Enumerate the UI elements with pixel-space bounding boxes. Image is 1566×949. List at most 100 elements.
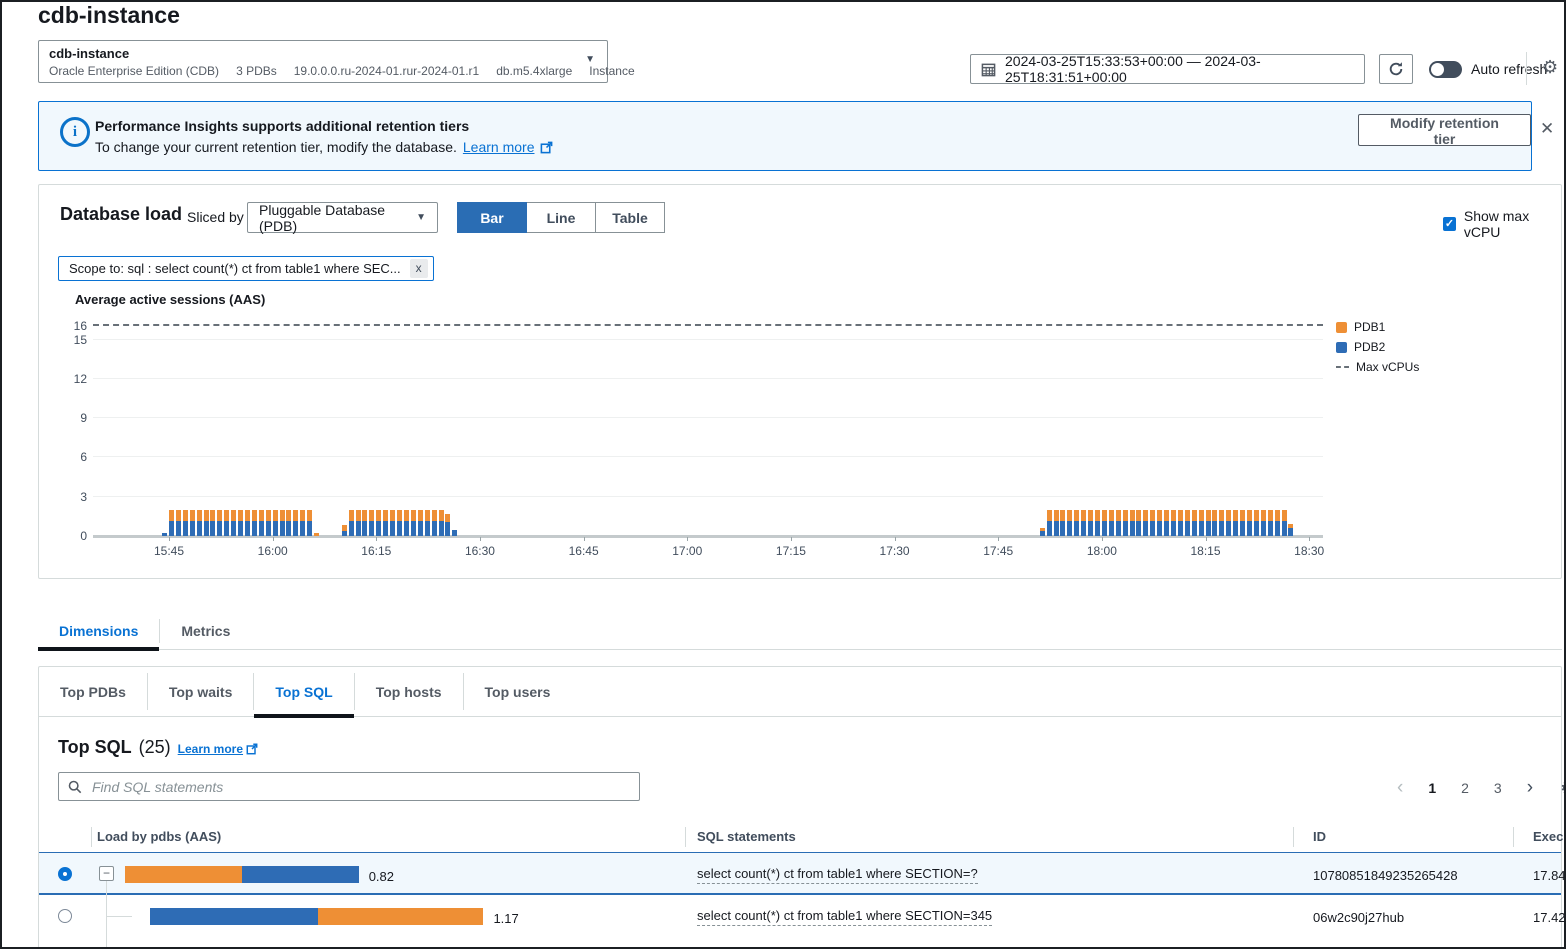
sql-statement-link[interactable]: select count(*) ct from table1 where SEC… — [697, 866, 978, 884]
stacked-bar[interactable] — [1039, 528, 1045, 536]
database-load-chart[interactable]: 16 15 12 9 6 3 0 15:45 16:00 16:15 16:30 16:45 17:00… — [39, 313, 1561, 563]
show-max-vcpu-control[interactable]: ✓ Show max vCPU — [1443, 208, 1561, 240]
tab-dimensions[interactable]: Dimensions — [38, 613, 160, 651]
stacked-bar[interactable] — [1129, 510, 1135, 536]
stacked-bar[interactable] — [169, 510, 174, 536]
stacked-bar[interactable] — [238, 510, 244, 536]
modify-retention-tier-button[interactable]: Modify retention tier — [1358, 114, 1531, 147]
tab-top-waits[interactable]: Top waits — [168, 683, 233, 700]
stacked-bar[interactable] — [1136, 510, 1142, 536]
prev-page-icon[interactable]: ‹ — [1397, 777, 1404, 798]
stacked-bar[interactable] — [1246, 510, 1252, 536]
stacked-bar[interactable] — [348, 510, 354, 536]
stacked-bar[interactable] — [1281, 510, 1287, 536]
stacked-bar[interactable] — [1253, 510, 1259, 536]
stacked-bar[interactable] — [1067, 510, 1073, 536]
view-mode-bar-button[interactable]: Bar — [457, 202, 527, 233]
stacked-bar[interactable] — [210, 510, 216, 536]
stacked-bar[interactable] — [196, 510, 202, 536]
stacked-bar[interactable] — [1212, 510, 1218, 536]
page-number-3[interactable]: 3 — [1493, 780, 1502, 796]
remove-scope-icon[interactable]: x — [409, 259, 428, 278]
stacked-bar[interactable] — [1205, 510, 1211, 536]
stacked-bar[interactable] — [376, 510, 382, 536]
stacked-bar[interactable] — [203, 510, 209, 536]
stacked-bar[interactable] — [1164, 510, 1170, 536]
stacked-bar[interactable] — [355, 510, 361, 536]
stacked-bar[interactable] — [1184, 510, 1190, 536]
next-page-icon[interactable]: › — [1526, 777, 1534, 798]
tab-top-users[interactable]: Top users — [484, 683, 551, 700]
stacked-bar[interactable] — [1060, 510, 1066, 536]
view-mode-line-button[interactable]: Line — [526, 202, 596, 233]
banner-learn-more-link[interactable]: Learn more — [462, 139, 535, 155]
page-number-2[interactable]: 2 — [1461, 780, 1469, 796]
stacked-bar[interactable] — [286, 510, 292, 536]
stacked-bar[interactable] — [362, 510, 368, 536]
stacked-bar[interactable] — [300, 510, 306, 536]
stacked-bar[interactable] — [293, 510, 299, 536]
search-input[interactable] — [90, 777, 630, 796]
stacked-bar[interactable] — [245, 510, 251, 536]
stacked-bar[interactable] — [1101, 510, 1107, 536]
stacked-bar[interactable] — [307, 510, 313, 536]
stacked-bar[interactable] — [1191, 510, 1197, 536]
stacked-bar[interactable] — [445, 514, 451, 536]
stacked-bar[interactable] — [224, 510, 230, 536]
stacked-bar[interactable] — [189, 510, 195, 536]
tab-top-pdbs[interactable]: Top PDBs — [60, 683, 126, 700]
view-mode-table-button[interactable]: Table — [595, 202, 665, 233]
top-sql-learn-more-link[interactable]: Learn more — [178, 742, 258, 756]
stacked-bar[interactable] — [369, 510, 375, 536]
settings-gear-icon[interactable]: ⚙ — [1542, 57, 1559, 77]
auto-refresh-toggle[interactable] — [1429, 61, 1462, 78]
stacked-bar[interactable] — [403, 510, 409, 536]
stacked-bar[interactable] — [438, 510, 444, 536]
time-range-picker[interactable]: 2024-03-25T15:33:53+00:00 — 2024-03-25T1… — [970, 53, 1365, 85]
stacked-bar[interactable] — [1274, 510, 1280, 536]
stacked-bar[interactable] — [279, 510, 285, 536]
stacked-bar[interactable] — [417, 510, 423, 536]
stacked-bar[interactable] — [1053, 510, 1059, 536]
stacked-bar[interactable] — [162, 532, 168, 536]
stacked-bar[interactable] — [1046, 510, 1052, 536]
stacked-bar[interactable] — [1157, 510, 1163, 536]
stacked-bar[interactable] — [397, 510, 403, 536]
instance-selector[interactable]: cdb-instance Oracle Enterprise Edition (… — [38, 40, 635, 83]
stacked-bar[interactable] — [410, 510, 416, 536]
stacked-bar[interactable] — [1115, 510, 1121, 536]
stacked-bar[interactable] — [452, 530, 458, 536]
refresh-button[interactable] — [1379, 54, 1413, 84]
stacked-bar[interactable] — [314, 533, 320, 536]
page-number-1[interactable]: 1 — [1428, 780, 1437, 796]
stacked-bar[interactable] — [1260, 510, 1266, 536]
stacked-bar[interactable] — [1226, 510, 1232, 536]
stacked-bar[interactable] — [341, 524, 347, 536]
tab-top-hosts[interactable]: Top hosts — [375, 683, 442, 700]
stacked-bar[interactable] — [1074, 510, 1080, 536]
stacked-bar[interactable] — [1081, 510, 1087, 536]
stacked-bar[interactable] — [1198, 510, 1204, 536]
table-settings-gear-icon[interactable]: ⚙ — [1560, 779, 1564, 797]
stacked-bar[interactable] — [1177, 510, 1183, 536]
stacked-bar[interactable] — [1219, 510, 1225, 536]
tab-metrics[interactable]: Metrics — [181, 623, 231, 639]
stacked-bar[interactable] — [1088, 510, 1094, 536]
slice-dropdown[interactable]: Pluggable Database (PDB) ▼ — [247, 202, 438, 234]
stacked-bar[interactable] — [1233, 510, 1239, 536]
table-row[interactable]: 1.17 select count(*) ct from table1 where… — [39, 895, 1564, 938]
stacked-bar[interactable] — [1267, 510, 1273, 536]
tab-top-sql[interactable]: Top SQL — [254, 667, 354, 718]
stacked-bar[interactable] — [390, 510, 396, 536]
stacked-bar[interactable] — [182, 510, 188, 536]
stacked-bar[interactable] — [272, 510, 278, 536]
row-radio-button[interactable] — [58, 909, 72, 923]
table-row[interactable]: − 0.82 select count(*) ct from table1 wher… — [39, 852, 1564, 895]
stacked-bar[interactable] — [265, 510, 271, 536]
close-icon[interactable]: ✕ — [1540, 119, 1555, 138]
stacked-bar[interactable] — [431, 510, 437, 536]
stacked-bar[interactable] — [1094, 510, 1100, 536]
stacked-bar[interactable] — [1108, 510, 1114, 536]
stacked-bar[interactable] — [1288, 523, 1294, 536]
stacked-bar[interactable] — [231, 510, 237, 536]
